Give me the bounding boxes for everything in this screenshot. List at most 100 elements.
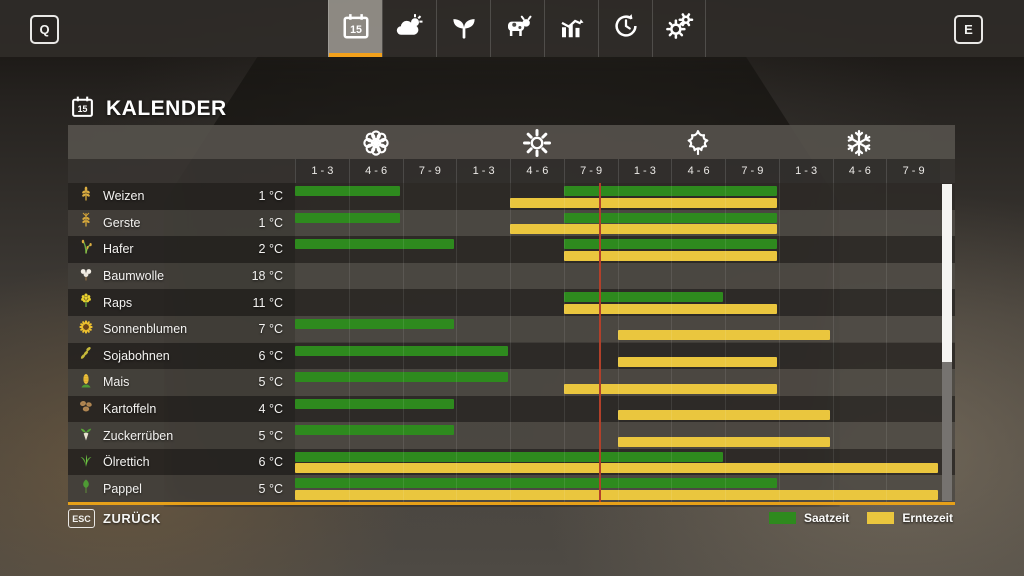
cow-icon <box>503 11 533 46</box>
cotton-icon <box>78 266 94 287</box>
legend-swatch <box>768 512 796 524</box>
sow-period-bar <box>295 318 455 329</box>
crop-grid <box>295 343 940 370</box>
crop-germination-temperature: 4 °C <box>258 401 283 416</box>
scrollbar-thumb[interactable] <box>942 184 952 362</box>
page-header: 15 KALENDER <box>70 94 227 124</box>
legend-label: Saatzeit <box>803 511 850 525</box>
sow-period-bar <box>563 292 723 303</box>
crop-row-sonnenblumen: Sonnenblumen 7 °C <box>68 315 955 343</box>
calendar-icon: 15 <box>70 94 95 124</box>
crop-row-hafer: Hafer 2 °C <box>68 236 955 263</box>
crop-germination-temperature: 2 °C <box>258 242 283 257</box>
sunflower-icon <box>78 319 94 340</box>
barley-icon <box>78 212 94 233</box>
sow-period-bar <box>563 186 777 196</box>
crop-grid <box>295 289 940 316</box>
menu-tabs: 15 <box>328 0 706 57</box>
esc-key-icon: ESC <box>68 509 95 528</box>
back-label: ZURÜCK <box>103 511 161 526</box>
crop-germination-temperature: 5 °C <box>258 481 283 496</box>
crop-label: Raps 11 °C <box>68 289 295 316</box>
crop-grid <box>295 210 940 237</box>
statistics-tab[interactable] <box>544 0 598 57</box>
weather-tab[interactable] <box>382 0 436 57</box>
crop-label: Hafer 2 °C <box>68 236 295 263</box>
crop-grid <box>295 369 940 396</box>
crop-germination-temperature: 11 °C <box>252 295 283 310</box>
sow-period-bar <box>295 212 401 223</box>
calendar-tab[interactable]: 15 <box>328 0 382 57</box>
wheat-icon <box>78 186 94 207</box>
top-menu-bar: Q E 15 <box>0 0 1024 57</box>
radish-icon <box>78 452 94 473</box>
period-label: 1 - 3 <box>295 159 349 183</box>
spring-flower-icon <box>361 128 391 158</box>
sow-period-bar <box>295 239 455 250</box>
period-label: 7 - 9 <box>886 159 940 183</box>
legend-label: Erntezeit <box>902 511 953 525</box>
harvest-period-bar <box>510 224 777 235</box>
crop-grid <box>295 316 940 343</box>
crop-label: Weizen 1 °C <box>68 183 295 210</box>
crop-label: Kartoffeln 4 °C <box>68 395 295 423</box>
period-label: 1 - 3 <box>778 159 833 183</box>
svg-text:15: 15 <box>78 104 88 114</box>
cycle-icon <box>611 11 641 46</box>
harvest-period-bar <box>617 357 777 367</box>
crop-name: Sonnenblumen <box>103 322 188 337</box>
back-button[interactable]: ESC ZURÜCK <box>68 509 161 528</box>
prev-tab-key-hint[interactable]: Q <box>30 15 59 44</box>
harvest-period-bar <box>563 383 777 394</box>
crop-grid <box>295 449 940 476</box>
period-label: 4 - 6 <box>510 159 564 183</box>
crop-row-ölrettich: Ölrettich 6 °C <box>68 448 955 476</box>
production-tab[interactable] <box>598 0 652 57</box>
crop-name: Weizen <box>103 189 145 204</box>
crop-grid <box>295 263 940 290</box>
crop-label: Ölrettich 6 °C <box>68 448 295 476</box>
period-label: 4 - 6 <box>832 159 887 183</box>
sow-period-bar <box>295 478 777 489</box>
crop-row-weizen: Weizen 1 °C <box>68 183 955 210</box>
stats-icon <box>557 11 587 46</box>
crops-tab[interactable] <box>436 0 490 57</box>
period-label: 7 - 9 <box>725 159 779 183</box>
animals-tab[interactable] <box>490 0 544 57</box>
crop-germination-temperature: 6 °C <box>258 455 283 470</box>
potato-icon <box>78 398 94 419</box>
autumn-maple-leaf-icon <box>683 128 713 158</box>
calendar-icon: 15 <box>341 11 371 46</box>
crop-grid <box>295 422 940 449</box>
harvest-period-bar <box>563 250 777 261</box>
period-label: 7 - 9 <box>402 159 457 183</box>
crop-rows: Weizen 1 °C Gerste 1 °C Hafer 2 °C Baumwolle 18… <box>68 183 955 502</box>
crop-row-raps: Raps 11 °C <box>68 289 955 316</box>
crop-name: Sojabohnen <box>103 348 170 363</box>
crop-label: Pappel 5 °C <box>68 475 295 502</box>
crop-label: Baumwolle 18 °C <box>68 262 295 290</box>
crop-row-sojabohnen: Sojabohnen 6 °C <box>68 342 955 370</box>
scrollbar[interactable] <box>942 184 952 501</box>
legend: Saatzeit Erntezeit <box>768 511 953 525</box>
sprout-icon <box>449 11 479 46</box>
period-label: 4 - 6 <box>671 159 725 183</box>
harvest-period-bar <box>563 303 777 314</box>
legend-swatch <box>867 512 895 524</box>
next-tab-key-hint[interactable]: E <box>954 15 983 44</box>
summer-sun-icon <box>522 128 552 158</box>
poplar-icon <box>78 478 94 499</box>
sow-period-bar <box>295 451 723 462</box>
period-label: 1 - 3 <box>456 159 510 183</box>
harvest-period-bar <box>295 489 938 500</box>
crop-germination-temperature: 18 °C <box>251 269 283 284</box>
weather-icon <box>395 11 425 46</box>
crop-name: Baumwolle <box>103 269 165 284</box>
settings-tab[interactable] <box>652 0 706 57</box>
crop-row-zuckerrüben: Zuckerrüben 5 °C <box>68 422 955 449</box>
crop-label: Sonnenblumen 7 °C <box>68 315 295 343</box>
sugarbeet-icon <box>78 425 94 446</box>
season-header <box>68 125 955 159</box>
crop-row-kartoffeln: Kartoffeln 4 °C <box>68 395 955 423</box>
